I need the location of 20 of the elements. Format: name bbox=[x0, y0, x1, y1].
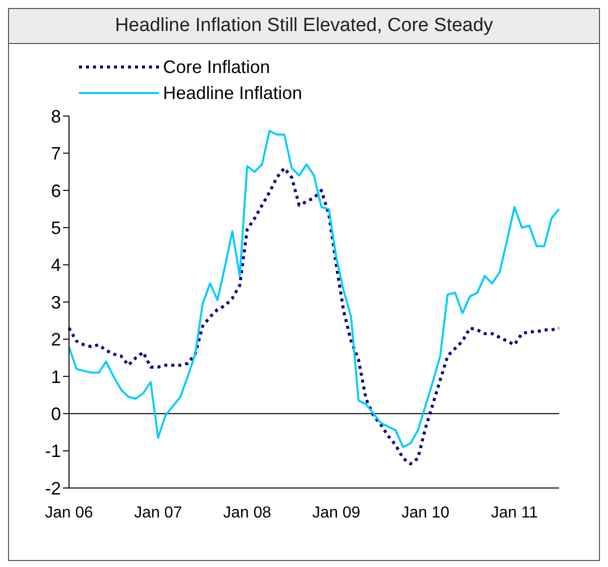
x-tick-label: Jan 06 bbox=[44, 504, 94, 522]
x-tick-label: Jan 08 bbox=[223, 504, 272, 522]
x-tick-label: Jan 07 bbox=[134, 504, 182, 522]
x-tick-label: Jan 10 bbox=[401, 504, 450, 522]
y-tick-label: 5 bbox=[50, 218, 61, 238]
y-tick-label: 6 bbox=[50, 180, 61, 201]
y-tick-label: 7 bbox=[50, 144, 61, 164]
y-tick-label: -1 bbox=[44, 441, 61, 462]
y-tick-label: -2 bbox=[44, 478, 61, 498]
y-tick-label: 0 bbox=[50, 404, 61, 424]
y-tick-label: 2 bbox=[50, 330, 61, 350]
chart-title: Headline Inflation Still Elevated, Core Steady bbox=[9, 9, 599, 44]
legend-label: Core Inflation bbox=[163, 56, 270, 78]
y-tick-label: 8 bbox=[50, 106, 61, 126]
x-tick-label: Jan 11 bbox=[491, 504, 538, 522]
y-tick-label: 3 bbox=[50, 292, 61, 312]
y-tick-label: 1 bbox=[50, 366, 61, 387]
legend-label: Headline Inflation bbox=[163, 82, 302, 104]
y-tick-label: 4 bbox=[50, 255, 61, 276]
x-tick-label: Jan 09 bbox=[312, 504, 360, 522]
